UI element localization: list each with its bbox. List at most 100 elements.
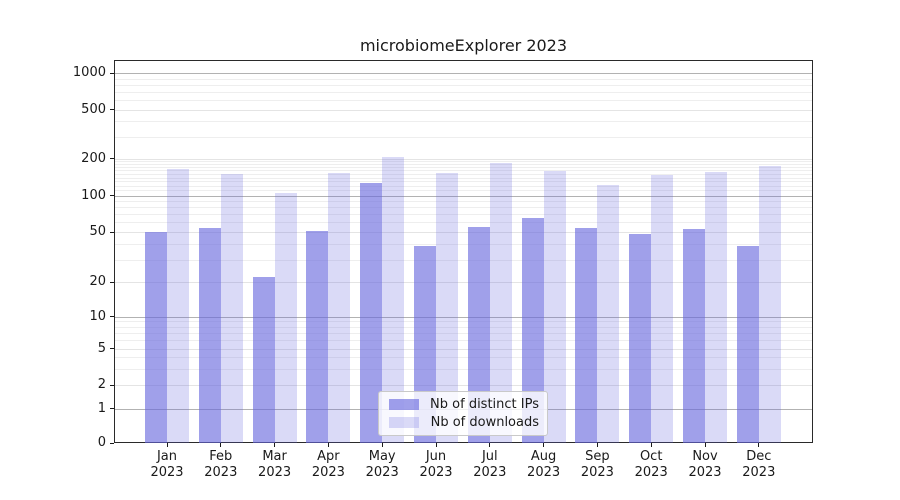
x-tick-label-dec: Dec 2023 xyxy=(742,449,776,480)
bar-distinct-ips-jan xyxy=(145,232,167,443)
legend: Nb of distinct IPs Nb of downloads xyxy=(378,391,548,436)
gridline xyxy=(115,109,812,111)
legend-item-downloads: Nb of downloads xyxy=(389,414,539,432)
x-tick-label-mar: Mar 2023 xyxy=(258,449,292,480)
x-tick-label-jan: Jan 2023 xyxy=(150,449,184,480)
x-tick-mark xyxy=(758,443,760,447)
gridline-minor xyxy=(115,340,812,342)
gridline xyxy=(115,348,812,350)
gridline-minor xyxy=(115,164,812,166)
gridline-minor xyxy=(115,173,812,175)
bar-downloads-jan xyxy=(167,168,189,443)
x-tick-mark xyxy=(489,443,491,447)
x-tick-label-may: May 2023 xyxy=(365,449,399,480)
y-tick-mark xyxy=(110,72,114,74)
y-tick-mark xyxy=(110,281,114,283)
x-tick-mark xyxy=(327,443,329,447)
gridline-minor xyxy=(115,161,812,163)
bar-downloads-feb xyxy=(220,173,243,443)
x-tick-mark xyxy=(435,443,437,447)
gridline-minor xyxy=(115,177,812,179)
y-tick-mark xyxy=(110,109,114,110)
x-tick-label-nov: Nov 2023 xyxy=(688,449,722,480)
bar-distinct-ips-apr xyxy=(306,230,329,443)
bar-distinct-ips-oct xyxy=(629,234,652,443)
x-tick-mark xyxy=(704,443,706,447)
legend-item-distinct-ips: Nb of distinct IPs xyxy=(389,396,539,414)
gridline-minor xyxy=(115,259,812,261)
y-tick-label: 500 xyxy=(81,101,106,117)
bar-distinct-ips-feb xyxy=(198,227,221,443)
plot-area xyxy=(114,60,813,443)
gridline-minor xyxy=(115,332,812,334)
y-tick-label: 20 xyxy=(89,274,106,289)
x-tick-mark xyxy=(166,443,168,447)
y-tick-label: 5 xyxy=(97,340,106,356)
y-tick-label: 50 xyxy=(89,224,106,239)
y-tick-mark xyxy=(110,195,114,196)
bar-distinct-ips-mar xyxy=(252,276,275,443)
y-tick-mark xyxy=(110,348,114,349)
gridline-minor xyxy=(115,91,812,93)
legend-swatch-distinct-ips-icon xyxy=(389,399,419,411)
gridline-minor xyxy=(115,321,812,323)
y-tick-mark xyxy=(110,408,114,409)
gridline-minor xyxy=(115,368,812,370)
bar-distinct-ips-nov xyxy=(683,228,705,443)
gridline-minor xyxy=(115,181,812,183)
y-tick-label: 0 xyxy=(97,435,106,450)
legend-label-downloads: Nb of downloads xyxy=(430,414,539,430)
bar-downloads-apr xyxy=(328,173,351,443)
bar-downloads-mar xyxy=(274,192,297,443)
chart-title: microbiomeExplorer 2023 xyxy=(359,36,568,55)
bar-downloads-dec xyxy=(758,165,781,443)
legend-label-distinct-ips: Nb of distinct IPs xyxy=(430,397,539,413)
gridline-minor xyxy=(115,185,812,187)
y-tick-mark xyxy=(110,384,114,386)
bar-distinct-ips-may xyxy=(360,183,383,443)
bar-downloads-jun xyxy=(436,172,458,443)
gridline-minor xyxy=(115,222,812,224)
x-tick-mark xyxy=(650,443,652,447)
gridline-minor xyxy=(115,207,812,209)
gridline-minor xyxy=(115,190,812,192)
gridline-minor xyxy=(115,78,812,80)
y-tick-mark xyxy=(110,158,114,159)
gridline-minor xyxy=(115,84,812,86)
y-tick-label: 1000 xyxy=(72,65,106,80)
gridline xyxy=(115,158,812,160)
y-tick-label: 200 xyxy=(81,150,106,166)
x-tick-label-feb: Feb 2023 xyxy=(204,449,238,480)
gridline xyxy=(115,232,812,233)
y-tick-label: 100 xyxy=(81,187,106,203)
gridline-major xyxy=(115,316,812,318)
gridline-minor xyxy=(115,121,812,123)
gridline-minor xyxy=(115,214,812,216)
x-tick-mark xyxy=(274,443,276,447)
gridline-minor xyxy=(115,244,812,246)
gridline xyxy=(115,385,812,386)
legend-swatch-downloads-icon xyxy=(389,416,419,428)
x-tick-label-aug: Aug 2023 xyxy=(527,449,561,480)
y-tick-label: 1 xyxy=(97,400,106,416)
gridline-major xyxy=(115,195,812,197)
gridline-minor xyxy=(115,357,812,359)
bar-downloads-may xyxy=(382,156,405,443)
bar-distinct-ips-dec xyxy=(736,245,759,443)
y-tick-mark xyxy=(110,316,114,317)
x-tick-mark xyxy=(381,443,383,447)
bar-distinct-ips-sep xyxy=(575,227,598,443)
gridline-minor xyxy=(115,170,812,172)
x-tick-label-jun: Jun 2023 xyxy=(419,449,453,480)
x-tick-mark xyxy=(543,443,545,447)
gridline-minor xyxy=(115,167,812,169)
x-tick-label-oct: Oct 2023 xyxy=(634,449,668,480)
y-tick-label: 10 xyxy=(89,308,106,324)
gridline xyxy=(115,282,812,283)
x-tick-mark xyxy=(220,443,222,447)
bar-downloads-aug xyxy=(543,171,566,443)
gridline-minor xyxy=(115,201,812,203)
gridline-minor xyxy=(115,99,812,101)
bar-downloads-jul xyxy=(489,163,512,443)
